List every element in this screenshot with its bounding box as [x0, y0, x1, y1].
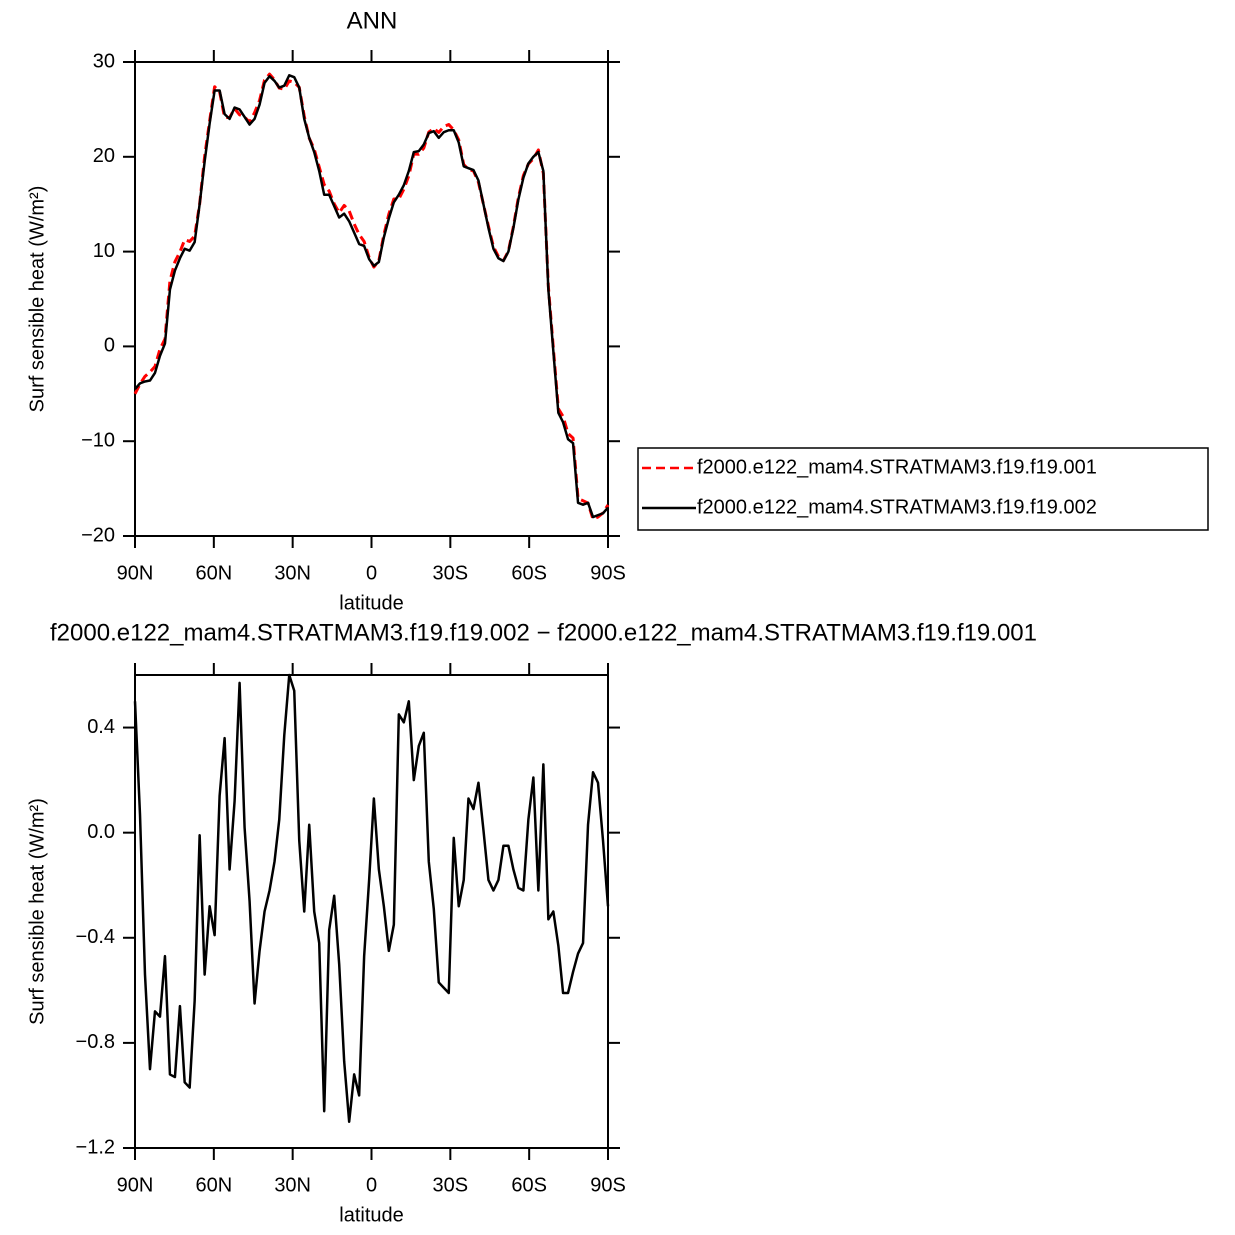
x-tick-label: 90S [590, 562, 626, 584]
x-tick-label: 60S [511, 1174, 547, 1196]
y-tick-label: 0 [104, 335, 115, 357]
x-tick-label: 90N [117, 562, 154, 584]
x-tick-label: 60N [195, 1174, 232, 1196]
x-tick-label: 90S [590, 1174, 626, 1196]
y-tick-label: 20 [93, 145, 115, 167]
x-tick-label: 60S [511, 562, 547, 584]
y-tick-label: 0.0 [87, 821, 115, 843]
y-tick-label: 10 [93, 240, 115, 262]
legend: f2000.e122_mam4.STRATMAM3.f19.f19.001 f20… [637, 447, 1209, 531]
x-tick-label: 30N [274, 1174, 311, 1196]
y-tick-label: −20 [81, 524, 115, 546]
y-tick-label: 0.4 [87, 716, 115, 738]
series-line [133, 72, 610, 521]
y-tick-label: −0.4 [76, 926, 115, 948]
x-axis-label: latitude [339, 1204, 404, 1226]
x-tick-label: 30N [274, 562, 311, 584]
plot-frame [134, 674, 609, 1149]
legend-label: f2000.e122_mam4.STRATMAM3.f19.f19.001 [697, 456, 1097, 478]
y-axis-label: Surf sensible heat (W/m²) [26, 186, 48, 413]
chart-title: f2000.e122_mam4.STRATMAM3.f19.f19.002 − … [50, 619, 1037, 646]
x-axis-label: latitude [339, 592, 404, 614]
x-tick-label: 90N [117, 1174, 154, 1196]
y-tick-label: −1.2 [76, 1136, 115, 1158]
x-tick-label: 30S [433, 1174, 469, 1196]
plot-frame [134, 61, 609, 537]
x-tick-label: 60N [195, 562, 232, 584]
legend-box [637, 447, 1209, 531]
x-tick-label: 0 [366, 562, 377, 584]
y-tick-label: 30 [93, 50, 115, 72]
legend-label: f2000.e122_mam4.STRATMAM3.f19.f19.002 [697, 496, 1097, 518]
x-tick-label: 30S [433, 562, 469, 584]
y-axis-label: Surf sensible heat (W/m²) [26, 798, 48, 1025]
series-line [134, 74, 609, 519]
y-tick-label: −10 [81, 429, 115, 451]
data-line [133, 673, 610, 1123]
chart-title: ANN [347, 7, 398, 34]
y-tick-label: −0.8 [76, 1031, 115, 1053]
x-tick-label: 0 [366, 1174, 377, 1196]
